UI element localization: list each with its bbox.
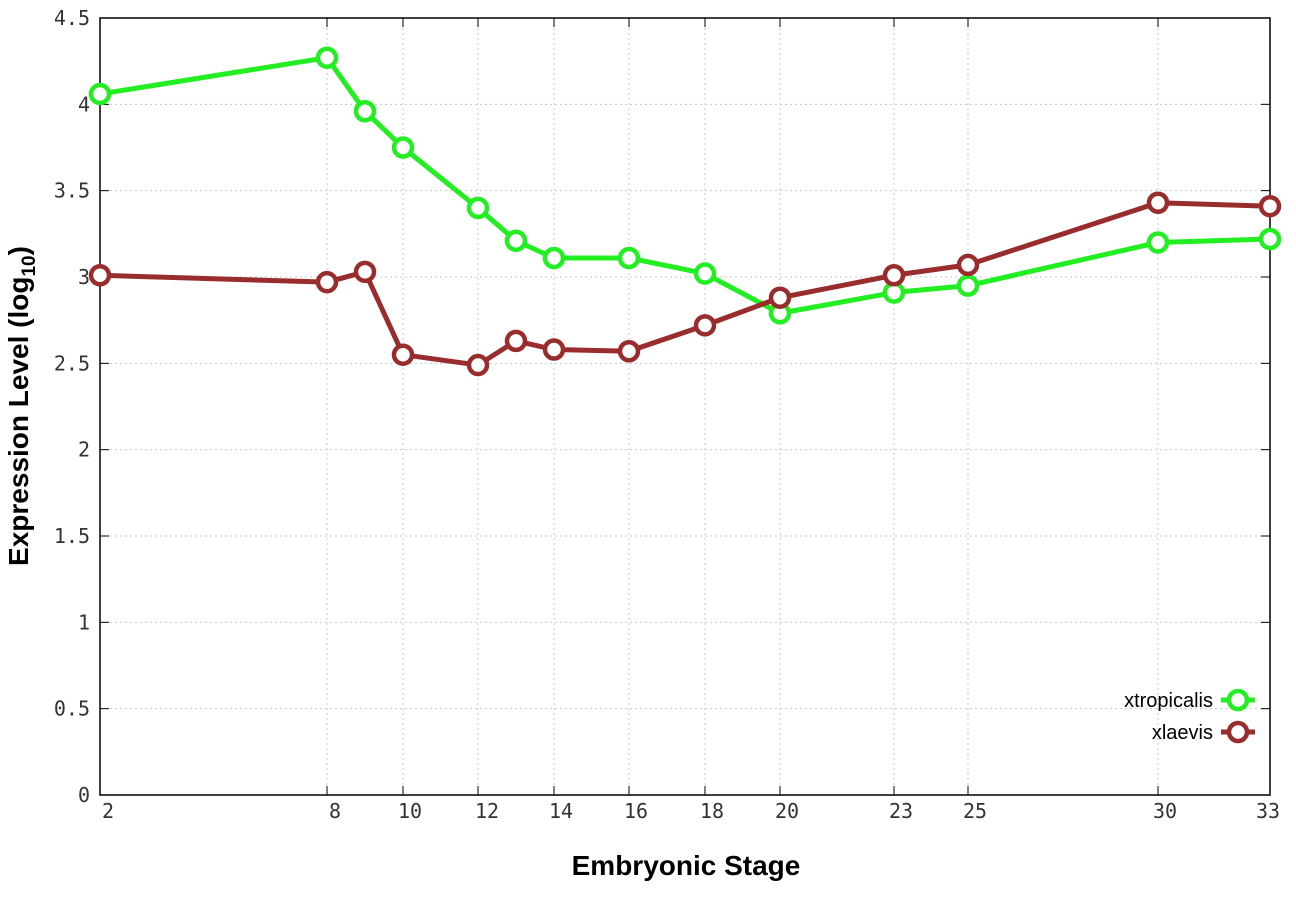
y-tick-label-1-5: 1.5 — [54, 524, 90, 548]
data-point-xlaevis-2 — [88, 264, 112, 287]
x-tick-label-12: 12 — [475, 799, 499, 823]
data-point-xtropicalis-10 — [391, 136, 415, 159]
y-axis-title-subscript: 10 — [19, 255, 40, 276]
x-tick-labels: 2 8 10 12 14 16 18 20 23 25 30 33 — [102, 799, 1280, 823]
x-tick-label-2: 2 — [102, 799, 114, 823]
data-point-xlaevis-33 — [1258, 194, 1282, 218]
x-tick-label-8: 8 — [329, 799, 341, 823]
data-point-xtropicalis-30 — [1146, 231, 1170, 254]
x-tick-label-10: 10 — [398, 799, 422, 823]
data-point-xlaevis-8 — [315, 270, 339, 294]
data-point-xtropicalis-16 — [617, 246, 641, 270]
data-point-xtropicalis-2 — [88, 82, 112, 106]
data-point-xlaevis-10 — [391, 343, 415, 366]
data-point-xtropicalis-9 — [353, 99, 377, 123]
data-point-xlaevis-14 — [542, 338, 566, 361]
x-tick-label-18: 18 — [700, 799, 724, 823]
data-point-xlaevis-20 — [768, 286, 792, 309]
y-tick-label-4-5: 4.5 — [54, 6, 90, 30]
x-tick-label-14: 14 — [549, 799, 573, 823]
data-point-xtropicalis-14 — [542, 246, 566, 270]
y-tick-label-3: 3 — [78, 265, 90, 289]
data-point-xlaevis-16 — [617, 339, 641, 363]
legend-marker-xlaevis — [1226, 720, 1250, 744]
y-tick-label-0: 0 — [78, 783, 90, 807]
legend: xtropicalis xlaevis — [1124, 688, 1255, 744]
data-point-xlaevis-13 — [504, 329, 528, 353]
grid-lines — [100, 18, 1270, 795]
x-tick-label-23: 23 — [889, 799, 913, 823]
axis-ticks — [99, 17, 1271, 796]
series-line-xtropicalis — [99, 55, 1271, 316]
x-tick-label-25: 25 — [963, 799, 987, 823]
x-tick-label-33: 33 — [1256, 799, 1280, 823]
series-lines — [88, 46, 1282, 377]
data-point-xtropicalis-8 — [315, 46, 339, 69]
y-tick-label-1: 1 — [78, 610, 90, 634]
data-point-xtropicalis-33 — [1258, 227, 1282, 251]
data-point-xtropicalis-18 — [693, 262, 717, 285]
data-point-xlaevis-25 — [956, 253, 980, 277]
y-axis-title-main: Expression Level (log — [3, 277, 34, 566]
y-tick-label-2-5: 2.5 — [54, 351, 90, 375]
series-xlaevis — [88, 191, 1282, 377]
data-point-xtropicalis-12 — [466, 196, 490, 220]
x-tick-label-20: 20 — [775, 799, 799, 823]
data-point-xlaevis-9 — [353, 260, 377, 284]
data-point-xlaevis-12 — [466, 353, 490, 377]
series-xtropicalis — [88, 46, 1282, 325]
x-tick-label-30: 30 — [1153, 799, 1177, 823]
y-tick-labels: 0 0.5 1 1.5 2 2.5 3 3.5 4 4.5 — [54, 6, 90, 807]
y-tick-label-2: 2 — [78, 438, 90, 462]
legend-label-xlaevis: xlaevis — [1152, 722, 1213, 744]
data-point-xtropicalis-25 — [956, 274, 980, 297]
series-line-xlaevis — [99, 200, 1271, 368]
y-tick-label-4: 4 — [78, 92, 90, 116]
x-axis-title: Embryonic Stage — [572, 850, 801, 881]
data-point-xlaevis-18 — [693, 314, 717, 337]
legend-label-xtropicalis: xtropicalis — [1124, 690, 1213, 712]
plot-frame — [99, 17, 1271, 796]
data-point-xlaevis-30 — [1146, 191, 1170, 215]
y-axis-title-close: ) — [3, 246, 34, 255]
y-tick-label-3-5: 3.5 — [54, 179, 90, 203]
data-point-xtropicalis-13 — [504, 229, 528, 252]
x-tick-label-16: 16 — [624, 799, 648, 823]
y-axis-title: Expression Level (log10) — [3, 246, 40, 566]
y-tick-label-0-5: 0.5 — [54, 697, 90, 721]
legend-marker-xtropicalis — [1226, 688, 1250, 712]
data-point-xlaevis-23 — [882, 264, 906, 287]
